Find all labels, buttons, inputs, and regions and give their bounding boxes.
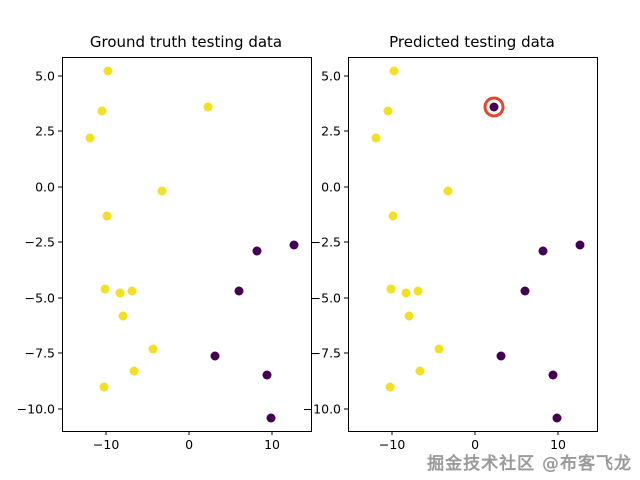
data-point-class-1-yellow [157, 186, 167, 196]
x-axis-tick-label: 0 [185, 437, 194, 452]
x-axis-tick-label: 0 [471, 437, 480, 452]
predicted-scatter-plot: −10 0 10 5.0 2.5 0.0 −2.5 −5.0 −7.5 −10.0 [303, 57, 598, 452]
ground-truth-scatter-plot: −10 0 10 5.0 2.5 0.0 −2.5 −5.0 −7.5 −10.0 [17, 57, 312, 452]
watermark-text: 掘金技术社区 @布客飞龙 [427, 454, 632, 474]
data-point-class-1-yellow [388, 211, 398, 221]
y-axis-tick [344, 408, 348, 410]
x-axis-tick [391, 431, 393, 435]
x-axis-tick-label: 10 [550, 437, 566, 452]
data-point-class-0-purple [266, 413, 276, 423]
x-axis-tick-label: −10 [378, 437, 406, 452]
y-axis-tick-label: −7.5 [24, 345, 55, 361]
x-axis-tick-label: 10 [264, 437, 280, 452]
y-axis-tick-label: 0.0 [35, 179, 55, 195]
y-axis-tick [344, 75, 348, 77]
y-axis-tick-label: −10.0 [302, 401, 341, 417]
data-point-class-1-yellow [386, 284, 396, 294]
data-point-class-0-purple [289, 240, 299, 249]
data-point-class-1-yellow [100, 284, 110, 294]
y-axis-tick-label: −2.5 [310, 234, 341, 250]
data-point-class-1-yellow [97, 106, 107, 116]
data-point-class-0-purple [262, 370, 272, 380]
data-point-class-1-yellow [413, 286, 423, 296]
y-axis-tick [58, 352, 62, 354]
data-point-class-1-yellow [118, 311, 128, 321]
data-point-class-1-yellow [443, 186, 453, 196]
x-axis-tick-label: −10 [92, 437, 120, 452]
data-point-class-1-yellow [85, 133, 95, 143]
data-point-class-1-yellow [415, 366, 425, 376]
y-axis-tick [344, 186, 348, 188]
highlight-ring [483, 96, 505, 118]
data-point-class-1-yellow [203, 102, 213, 112]
y-axis-tick [58, 241, 62, 243]
data-point-class-1-yellow [385, 382, 395, 392]
data-point-class-0-purple [210, 351, 220, 360]
y-axis-tick [344, 241, 348, 243]
data-point-class-0-purple [234, 286, 244, 296]
left-chart-title: Ground truth testing data [89, 33, 283, 51]
y-axis-tick-label: 2.5 [321, 123, 341, 139]
data-point-class-0-purple [548, 370, 558, 380]
data-point-class-1-yellow [148, 344, 158, 354]
y-axis-tick-label: −5.0 [310, 290, 341, 306]
y-axis-tick-label: −7.5 [310, 345, 341, 361]
data-point-class-1-yellow [103, 66, 113, 76]
right-chart-title: Predicted testing data [389, 33, 555, 51]
data-point-class-1-yellow [129, 366, 139, 376]
y-axis-tick [58, 130, 62, 132]
data-point-class-0-purple [520, 286, 530, 296]
x-axis-tick [188, 431, 190, 435]
data-point-class-1-yellow [371, 133, 381, 143]
data-point-class-0-purple [575, 240, 585, 249]
y-axis-tick-label: −2.5 [24, 234, 55, 250]
x-axis-tick [474, 431, 476, 435]
y-axis-tick [344, 352, 348, 354]
y-axis-tick-label: 5.0 [35, 68, 55, 84]
y-axis-tick-label: 2.5 [35, 123, 55, 139]
data-point-class-1-yellow [389, 66, 399, 76]
y-axis-tick-label: 0.0 [321, 179, 341, 195]
data-point-class-0-purple [252, 246, 262, 256]
y-axis-tick [58, 408, 62, 410]
data-point-class-1-yellow [383, 106, 393, 116]
data-point-class-1-yellow [404, 311, 414, 321]
data-point-class-1-yellow [434, 344, 444, 354]
y-axis-tick [58, 297, 62, 299]
y-axis-tick [58, 186, 62, 188]
y-axis-tick [344, 297, 348, 299]
data-point-class-1-yellow [115, 288, 125, 298]
data-point-class-1-yellow [99, 382, 109, 392]
x-axis-tick [557, 431, 559, 435]
data-point-class-1-yellow [102, 211, 112, 221]
y-axis-tick [58, 75, 62, 77]
data-point-class-1-yellow [401, 288, 411, 298]
y-axis-tick-label: 5.0 [321, 68, 341, 84]
data-point-class-1-yellow [127, 286, 137, 296]
x-axis-tick [105, 431, 107, 435]
data-point-class-0-purple [552, 413, 562, 423]
y-axis-tick-label: −5.0 [24, 290, 55, 306]
x-axis-tick [271, 431, 273, 435]
y-axis-tick-label: −10.0 [16, 401, 55, 417]
y-axis-tick [344, 130, 348, 132]
data-point-class-0-purple [538, 246, 548, 256]
data-point-class-0-purple [496, 351, 506, 360]
